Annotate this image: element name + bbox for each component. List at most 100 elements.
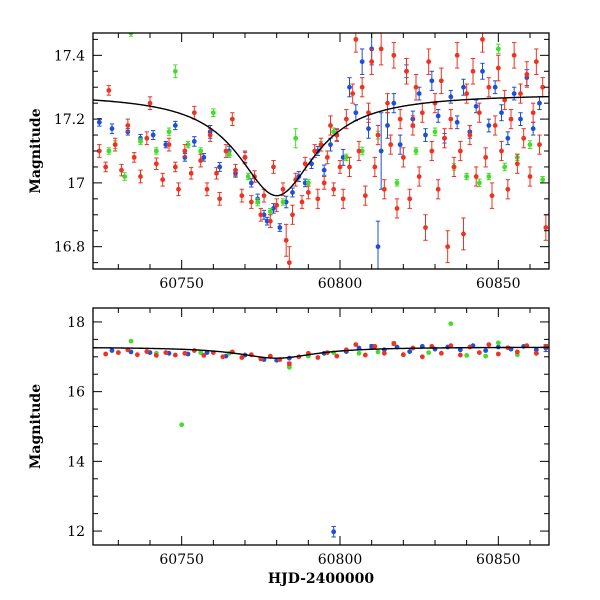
data-point — [461, 231, 466, 237]
y-tick-label: 18 — [67, 315, 85, 331]
data-point — [163, 350, 169, 356]
data-point — [467, 132, 473, 138]
data-point — [448, 321, 454, 327]
data-point — [144, 349, 150, 354]
data-point — [334, 353, 340, 359]
data-point — [347, 84, 352, 90]
data-point — [457, 352, 463, 358]
data-point — [340, 196, 346, 202]
data-point — [400, 352, 406, 358]
data-point — [448, 94, 454, 100]
data-point — [172, 164, 178, 170]
data-point — [343, 154, 349, 160]
data-point — [328, 142, 333, 148]
data-point — [495, 46, 501, 52]
data-point — [476, 350, 482, 356]
data-point — [271, 164, 276, 170]
data-point — [502, 97, 508, 103]
data-point — [533, 59, 539, 65]
data-point — [527, 142, 533, 148]
data-point — [464, 353, 470, 358]
data-point — [198, 350, 204, 356]
data-point — [369, 59, 375, 65]
data-point — [106, 88, 112, 93]
data-point — [176, 186, 181, 192]
x-axis-label: HJD-2400000 — [268, 571, 375, 587]
data-point — [185, 142, 191, 148]
data-point — [378, 148, 384, 154]
data-point — [543, 225, 549, 230]
data-point — [432, 129, 438, 135]
y-tick-label: 17.4 — [54, 48, 85, 64]
data-point — [356, 148, 362, 154]
data-point — [172, 352, 178, 358]
data-point — [172, 68, 178, 74]
data-point — [290, 190, 295, 195]
data-point — [153, 161, 159, 167]
data-point — [454, 119, 460, 125]
data-point — [527, 174, 533, 179]
data-point — [397, 142, 403, 148]
data-point — [223, 148, 229, 154]
data-point — [502, 164, 508, 170]
data-point — [438, 78, 444, 84]
data-point — [239, 355, 245, 360]
data-point — [480, 36, 485, 42]
data-point — [153, 353, 159, 358]
data-point — [362, 193, 368, 199]
data-point — [394, 180, 400, 186]
data-point — [242, 154, 248, 160]
data-point — [540, 84, 546, 90]
data-point — [109, 348, 115, 353]
data-point — [464, 174, 470, 179]
data-point — [204, 350, 210, 356]
data-point — [106, 148, 112, 154]
data-point — [448, 116, 454, 122]
data-point — [435, 186, 441, 192]
model-curve — [93, 346, 549, 359]
data-point — [220, 354, 226, 360]
data-point — [283, 237, 289, 243]
data-point — [385, 123, 390, 128]
data-point — [404, 68, 409, 74]
data-point — [286, 361, 292, 367]
data-point — [381, 350, 387, 356]
data-point — [375, 349, 381, 355]
data-point — [201, 353, 207, 358]
data-point — [261, 193, 267, 199]
y-tick-label: 12 — [67, 524, 85, 540]
data-point — [492, 84, 498, 90]
data-point — [144, 135, 150, 141]
data-point — [533, 347, 539, 353]
y-tick-label: 16.8 — [54, 240, 85, 256]
y-tick-label: 16 — [67, 385, 85, 401]
data-point — [426, 59, 432, 65]
data-point — [511, 91, 517, 96]
data-point — [445, 244, 451, 250]
plot-area — [93, 321, 549, 538]
y-tick-label: 14 — [67, 454, 85, 470]
data-point — [347, 164, 352, 170]
data-point — [217, 196, 223, 202]
data-point — [112, 142, 118, 148]
data-point — [476, 180, 482, 186]
data-point — [483, 154, 489, 160]
data-point — [486, 342, 492, 347]
y-tick-label: 17.2 — [54, 112, 85, 128]
data-point — [331, 529, 337, 535]
x-tick-label: 60800 — [318, 552, 363, 568]
data-point — [255, 199, 261, 205]
data-point — [115, 350, 121, 356]
data-point — [312, 148, 318, 154]
data-point — [280, 199, 286, 205]
data-point — [492, 123, 498, 128]
data-point — [435, 113, 441, 119]
data-point — [109, 126, 115, 132]
data-point — [248, 199, 254, 205]
data-point — [429, 78, 435, 84]
bottom-panel: 60750 60800 60850 12 14 16 18 Magnitude HJD-2400… — [28, 307, 550, 587]
data-point — [505, 135, 511, 141]
data-point — [315, 196, 321, 202]
data-point — [391, 341, 397, 346]
